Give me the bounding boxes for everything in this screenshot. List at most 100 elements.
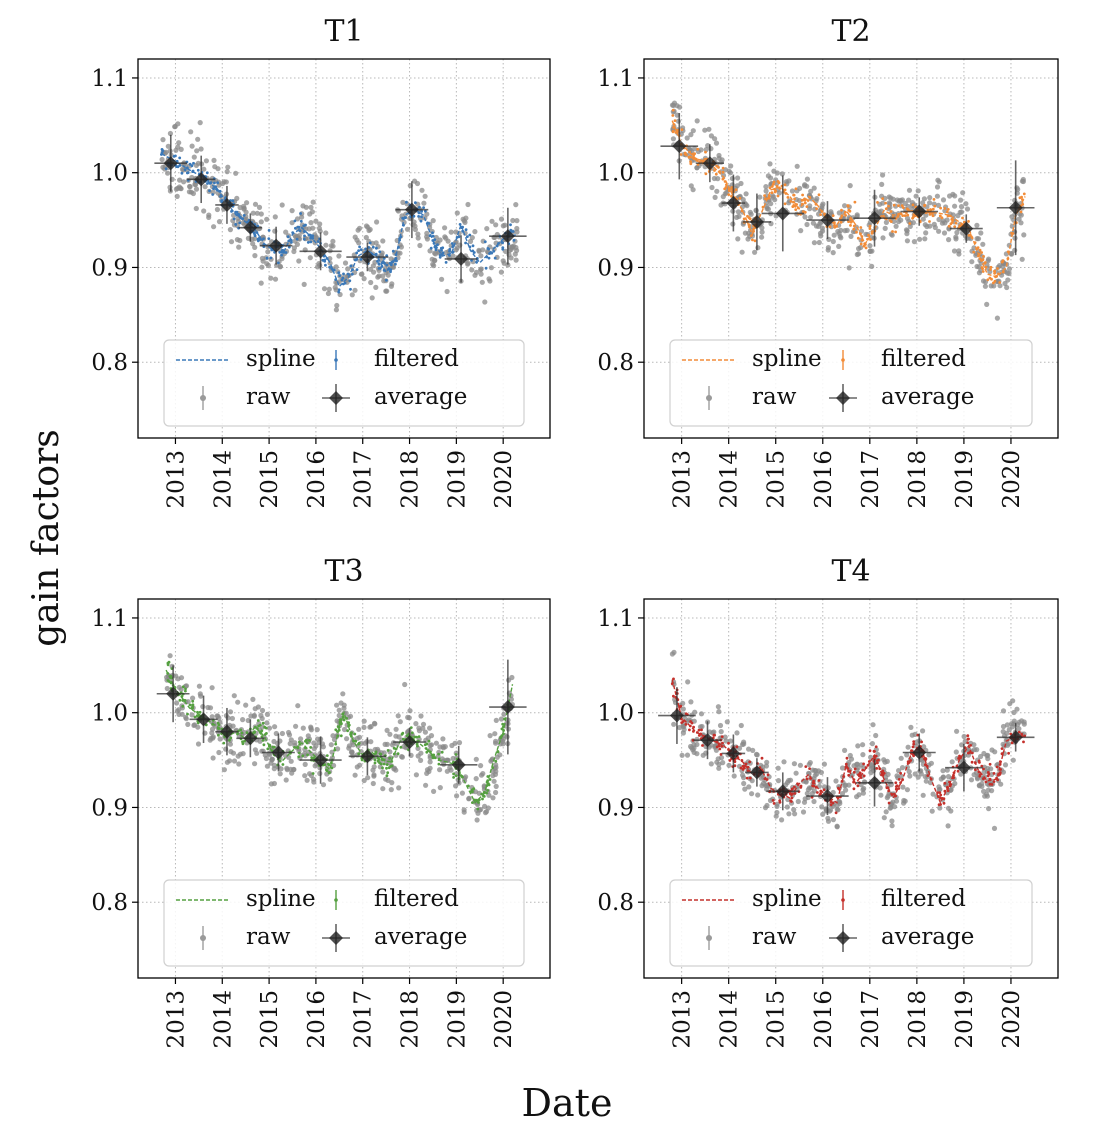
x-tick-label: 2020 [491, 990, 517, 1049]
average-marker [271, 745, 286, 760]
filtered-point [284, 251, 288, 254]
raw-point [474, 817, 480, 823]
raw-point [173, 186, 179, 192]
filtered-point [485, 791, 488, 795]
raw-point [855, 743, 861, 749]
filtered-point [790, 800, 793, 803]
average-marker [867, 211, 882, 226]
raw-point [254, 210, 260, 216]
raw-point [382, 741, 388, 748]
raw-point [450, 755, 456, 762]
filtered-point [845, 756, 849, 760]
filtered-point [385, 766, 388, 770]
filtered-point [868, 224, 872, 228]
filtered-point [671, 108, 675, 112]
average-marker [163, 156, 178, 171]
raw-point [688, 132, 694, 138]
filtered-point [477, 801, 480, 804]
filtered-point [980, 764, 984, 768]
filtered-point [746, 214, 749, 218]
average-marker [243, 220, 258, 235]
filtered-point [308, 739, 311, 742]
filtered-point [831, 801, 835, 805]
filtered-point [858, 774, 861, 778]
filtered-point [984, 780, 988, 784]
filtered-point [450, 242, 454, 245]
filtered-point [734, 188, 738, 192]
raw-point [709, 184, 715, 191]
raw-point [217, 736, 223, 742]
raw-point [1020, 178, 1026, 185]
filtered-point [349, 264, 353, 268]
raw-point [418, 750, 424, 756]
raw-point [432, 257, 438, 263]
raw-point [927, 223, 933, 229]
filtered-point [988, 762, 992, 766]
filtered-point [887, 801, 891, 805]
filtered-point [193, 715, 197, 719]
legend-average-label: average [374, 924, 467, 950]
filtered-point [350, 272, 354, 276]
filtered-point [899, 771, 902, 775]
raw-point [482, 299, 488, 305]
filtered-point [222, 741, 226, 745]
filtered-point [958, 224, 962, 228]
x-tick-label: 2016 [811, 990, 837, 1049]
filtered-point [373, 761, 377, 765]
raw-point [1008, 250, 1014, 257]
filtered-point [355, 251, 359, 255]
raw-point [334, 702, 340, 708]
raw-point [889, 823, 895, 829]
filtered-point [493, 256, 497, 260]
raw-point [448, 767, 454, 773]
raw-point [900, 784, 906, 790]
x-tick-label: 2015 [764, 450, 790, 509]
filtered-point [304, 223, 307, 227]
raw-point [312, 763, 318, 769]
raw-point [936, 179, 942, 185]
raw-point [444, 288, 450, 295]
raw-point [939, 220, 946, 226]
filtered-point [912, 740, 916, 743]
filtered-point [869, 238, 872, 241]
raw-point [1005, 277, 1011, 283]
x-tick-label: 2014 [210, 990, 236, 1049]
raw-point [254, 750, 260, 756]
filtered-point [715, 745, 719, 749]
raw-point [759, 229, 765, 235]
raw-point [953, 236, 959, 242]
raw-point [400, 199, 406, 205]
average-marker [219, 724, 234, 739]
raw-point [478, 763, 484, 769]
filtered-point [920, 740, 923, 744]
raw-point [884, 795, 890, 801]
raw-point [797, 762, 804, 768]
legend-filtered-label: filtered [881, 346, 966, 372]
y-tick-label: 1.0 [597, 701, 634, 727]
raw-point [760, 780, 767, 787]
axes-frame [643, 598, 1059, 979]
raw-point [856, 246, 862, 252]
filtered-point [483, 240, 487, 244]
raw-point [380, 238, 386, 244]
raw-point [415, 235, 421, 241]
raw-point [811, 240, 818, 246]
filtered-point [773, 190, 777, 194]
filtered-point [679, 153, 683, 156]
raw-point [313, 218, 319, 224]
filtered-point [414, 201, 417, 205]
filtered-point [341, 715, 345, 719]
filtered-point [992, 780, 996, 783]
filtered-point [839, 220, 843, 224]
raw-point [879, 181, 885, 187]
filtered-point [794, 208, 798, 212]
raw-point [259, 707, 266, 714]
filtered-point [783, 183, 787, 187]
raw-point [935, 202, 942, 208]
raw-point [739, 249, 745, 255]
filtered-point [501, 241, 504, 245]
filtered-point [1017, 730, 1021, 734]
x-tick-label: 2017 [351, 450, 377, 509]
raw-point [911, 239, 918, 245]
filtered-point [735, 745, 739, 749]
